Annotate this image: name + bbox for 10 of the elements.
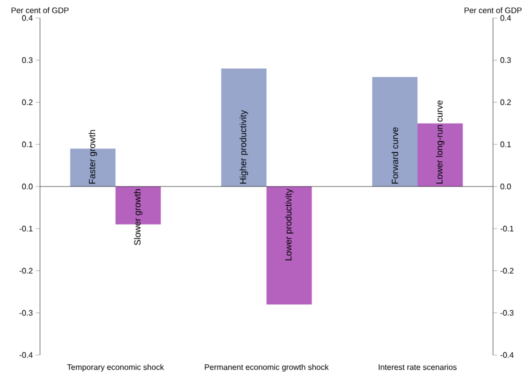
- annotation: Forward curve: [392, 127, 398, 184]
- bar: [372, 76, 418, 186]
- bar: [266, 186, 312, 304]
- annotation: Lower long-run curve: [436, 100, 444, 184]
- bar: [418, 123, 463, 186]
- bar: [221, 68, 266, 186]
- annotation: Higher productivity: [240, 110, 248, 184]
- annotation: Faster growth: [88, 130, 98, 184]
- annotation: Lower productivity: [284, 188, 294, 260]
- annotation: Slower growth: [134, 189, 142, 246]
